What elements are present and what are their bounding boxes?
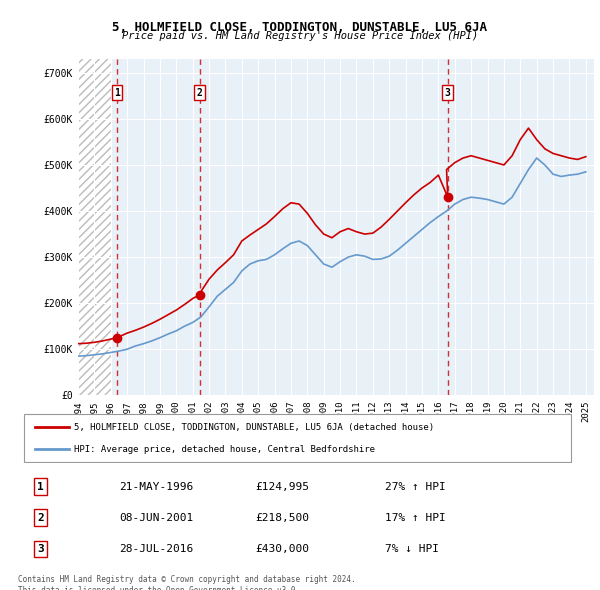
Text: 1: 1 (37, 481, 44, 491)
Text: 3: 3 (445, 88, 451, 97)
Text: Contains HM Land Registry data © Crown copyright and database right 2024.
This d: Contains HM Land Registry data © Crown c… (18, 575, 356, 590)
Text: 21-MAY-1996: 21-MAY-1996 (119, 481, 194, 491)
Text: 08-JUN-2001: 08-JUN-2001 (119, 513, 194, 523)
Text: £218,500: £218,500 (255, 513, 309, 523)
Text: 2: 2 (197, 88, 203, 97)
Text: Price paid vs. HM Land Registry's House Price Index (HPI): Price paid vs. HM Land Registry's House … (122, 31, 478, 41)
Text: 5, HOLMFIELD CLOSE, TODDINGTON, DUNSTABLE, LU5 6JA (detached house): 5, HOLMFIELD CLOSE, TODDINGTON, DUNSTABL… (74, 422, 434, 431)
Bar (78, 59, 111, 395)
FancyBboxPatch shape (23, 414, 571, 462)
Text: 2: 2 (37, 513, 44, 523)
Text: 7% ↓ HPI: 7% ↓ HPI (385, 544, 439, 554)
Text: 28-JUL-2016: 28-JUL-2016 (119, 544, 194, 554)
Text: 3: 3 (37, 544, 44, 554)
Text: HPI: Average price, detached house, Central Bedfordshire: HPI: Average price, detached house, Cent… (74, 445, 376, 454)
Text: 17% ↑ HPI: 17% ↑ HPI (385, 513, 445, 523)
Text: 5, HOLMFIELD CLOSE, TODDINGTON, DUNSTABLE, LU5 6JA: 5, HOLMFIELD CLOSE, TODDINGTON, DUNSTABL… (113, 21, 487, 34)
Text: £430,000: £430,000 (255, 544, 309, 554)
Text: £124,995: £124,995 (255, 481, 309, 491)
Text: 1: 1 (114, 88, 120, 97)
Text: 27% ↑ HPI: 27% ↑ HPI (385, 481, 445, 491)
